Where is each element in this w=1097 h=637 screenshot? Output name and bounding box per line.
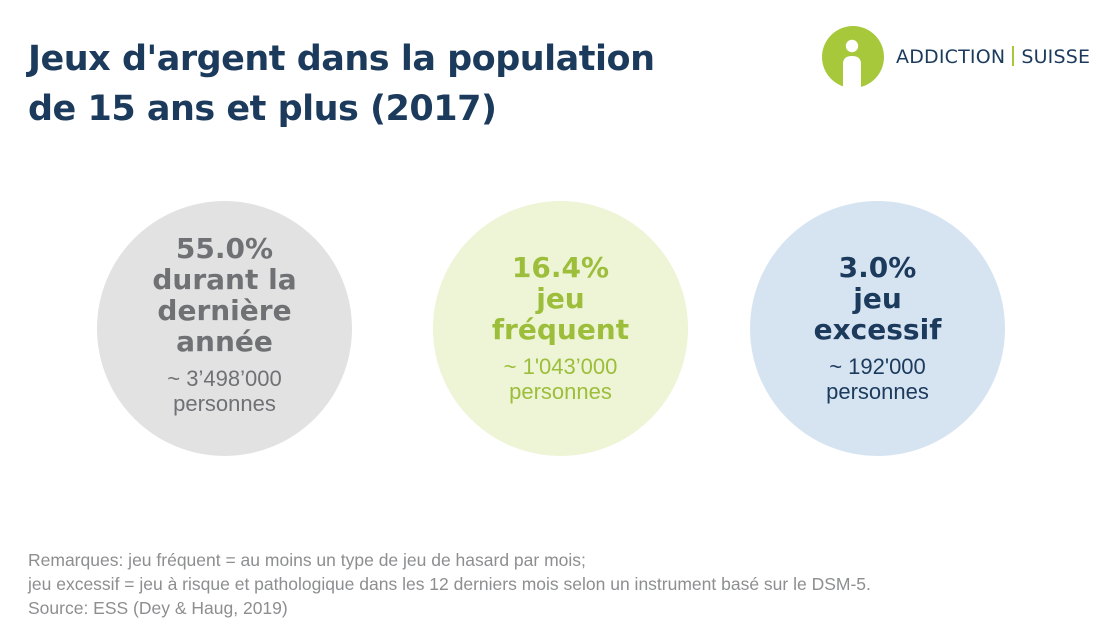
stat-content: 55.0% durant la dernière année ~ 3’498’0… [152,233,296,416]
stat-headline: 16.4% jeu fréquent [492,252,629,345]
stat-headline: 55.0% durant la dernière année [152,233,296,357]
stat-percent: 55.0% [175,232,274,265]
footnotes: Remarques: jeu fréquent = au moins un ty… [28,548,1078,620]
stat-count: ~ 1'043’000 [503,353,618,379]
logo-text: ADDICTION SUISSE [896,46,1090,68]
stat-circle-excessive: 3.0% jeu excessif ~ 192'000 personnes [750,201,1005,456]
stat-content: 16.4% jeu fréquent ~ 1'043’000 personnes [492,252,629,404]
logo-word-suisse: SUISSE [1021,46,1091,68]
stat-label-line: excessif [813,312,942,346]
stat-label-line: durant la [152,263,297,296]
stat-percent: 16.4% [511,250,610,284]
stat-headline: 3.0% jeu excessif [814,252,942,345]
logo-divider [1012,46,1015,66]
stat-circle-last-year: 55.0% durant la dernière année ~ 3’498’0… [97,201,352,456]
stat-count: ~ 192'000 [829,353,926,379]
source-line: Source: ESS (Dey & Haug, 2019) [28,598,288,618]
page-title: Jeux d'argent dans la population de 15 a… [28,34,788,134]
stat-label-line: dernière [157,294,292,327]
stat-unit: personnes [509,378,612,404]
title-line-2: de 15 ans et plus (2017) [28,89,497,129]
stat-count: ~ 3’498’000 [167,366,282,391]
stat-unit: personnes [826,378,929,404]
stat-label-line: fréquent [491,312,630,346]
addiction-suisse-logo: ADDICTION SUISSE [822,26,1090,88]
stat-unit: personnes [173,391,276,416]
title-line-1: Jeux d'argent dans la population [28,39,655,79]
stat-population: ~ 192'000 personnes [814,354,942,404]
stat-percent: 3.0% [838,250,917,284]
stat-label-line: année [176,325,273,358]
note-line: Remarques: jeu fréquent = au moins un ty… [28,550,586,570]
logo-word-addiction: ADDICTION [896,46,1006,68]
stat-population: ~ 1'043’000 personnes [492,354,629,404]
note-line: jeu excessif = jeu à risque et pathologi… [28,574,871,594]
stat-label-line: jeu [853,281,902,315]
stat-content: 3.0% jeu excessif ~ 192'000 personnes [814,252,942,404]
stat-population: ~ 3’498’000 personnes [152,366,296,416]
stat-label-line: jeu [536,281,585,315]
stat-circle-frequent: 16.4% jeu fréquent ~ 1'043’000 personnes [433,201,688,456]
person-icon [822,26,884,88]
